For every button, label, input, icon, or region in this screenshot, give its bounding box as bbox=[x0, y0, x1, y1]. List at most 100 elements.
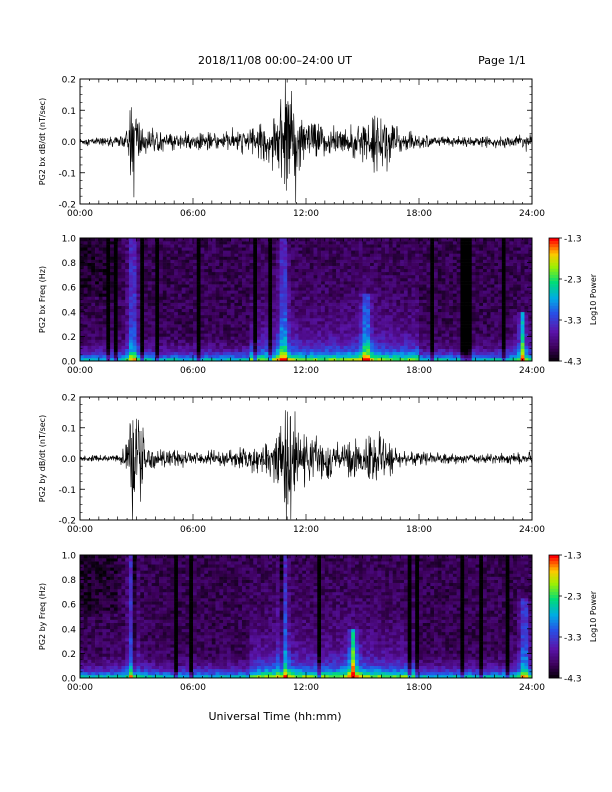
spectrogram-cell bbox=[268, 274, 273, 279]
spectrogram-cell bbox=[479, 281, 484, 285]
spectrogram-cell bbox=[426, 253, 431, 257]
spectrogram-cell bbox=[419, 345, 424, 350]
spectrogram-cell bbox=[385, 259, 390, 263]
spectrogram-cell bbox=[189, 324, 194, 328]
spectrogram-cell bbox=[170, 277, 175, 282]
spectrogram-cell bbox=[388, 259, 393, 263]
spectrogram-cell bbox=[445, 256, 450, 260]
spectrogram-cell bbox=[185, 330, 190, 334]
spectrogram-cell bbox=[117, 244, 122, 248]
spectrogram-cell bbox=[245, 293, 250, 297]
spectrogram-cell bbox=[370, 241, 375, 245]
spectrogram-cell bbox=[193, 345, 198, 350]
spectrogram-cell bbox=[332, 268, 337, 273]
spectrogram-cell bbox=[441, 277, 446, 282]
spectrogram-cell bbox=[351, 250, 356, 254]
spectrogram-cell bbox=[362, 274, 367, 279]
spectrogram-cell bbox=[272, 296, 277, 300]
spectrogram-cell bbox=[354, 262, 360, 266]
spectrogram-cell bbox=[377, 324, 382, 328]
spectrogram-cell bbox=[283, 324, 288, 328]
spectrogram-cell bbox=[403, 327, 408, 331]
spectrogram-cell bbox=[91, 311, 96, 316]
spectrogram-cell bbox=[155, 336, 160, 340]
spectrogram-cell bbox=[125, 342, 130, 346]
spectrogram-cell bbox=[226, 262, 231, 266]
spectrogram-cell bbox=[343, 333, 348, 337]
spectrogram-cell bbox=[445, 311, 450, 316]
spectrogram-cell bbox=[426, 321, 431, 325]
spectrogram-cell bbox=[509, 327, 514, 331]
spectrogram-cell bbox=[343, 354, 348, 359]
spectrogram-cell bbox=[264, 339, 269, 343]
spectrogram-cell bbox=[230, 253, 235, 257]
spectrogram-cell bbox=[483, 296, 488, 300]
spectrogram-cell bbox=[467, 314, 473, 319]
spectrogram-cell bbox=[505, 259, 510, 263]
spectrogram-cell bbox=[283, 311, 288, 316]
spectrogram-cell bbox=[162, 311, 167, 316]
spectrogram-cell bbox=[128, 250, 134, 254]
spectrogram-cell bbox=[189, 293, 194, 297]
spectrogram-cell bbox=[400, 287, 405, 291]
spectrogram-cell bbox=[226, 314, 231, 319]
spectrogram-cell bbox=[260, 339, 265, 343]
spectrogram-cell bbox=[253, 330, 258, 334]
spectrogram-cell bbox=[419, 357, 424, 362]
spectrogram-cell bbox=[524, 238, 529, 242]
spectrogram-cell bbox=[238, 274, 243, 279]
spectrogram-cell bbox=[196, 336, 201, 340]
spectrogram-cell bbox=[117, 311, 122, 316]
spectrogram-cell bbox=[516, 262, 521, 266]
spectrogram-cell bbox=[294, 302, 299, 306]
spectrogram-cell bbox=[464, 336, 469, 340]
spectrogram-cell bbox=[117, 250, 122, 254]
spectrogram-cell bbox=[430, 308, 435, 313]
spectrogram-cell bbox=[407, 330, 412, 334]
spectrogram-cell bbox=[388, 281, 393, 285]
spectrogram-cell bbox=[381, 253, 386, 257]
spectrogram-cell bbox=[211, 296, 216, 300]
spectrogram-cell bbox=[162, 250, 167, 254]
spectrogram-cell bbox=[381, 274, 386, 279]
spectrogram-cell bbox=[471, 277, 476, 282]
spectrogram-cell bbox=[370, 247, 375, 251]
spectrogram-cell bbox=[249, 357, 254, 362]
spectrogram-cell bbox=[245, 348, 250, 353]
spectrogram-cell bbox=[298, 342, 303, 346]
spectrogram-cell bbox=[102, 345, 107, 350]
spectrogram-cell bbox=[490, 274, 495, 279]
spectrogram-cell bbox=[211, 299, 216, 303]
spectrogram-cell bbox=[170, 265, 175, 270]
spectrogram-cell bbox=[339, 284, 344, 288]
spectrogram-cell bbox=[441, 247, 446, 251]
spectrogram-cell bbox=[193, 287, 198, 291]
spectrogram-cell bbox=[381, 299, 386, 303]
spectrogram-cell bbox=[317, 287, 322, 291]
spectrogram-cell bbox=[287, 351, 292, 356]
spectrogram-cell bbox=[483, 256, 488, 260]
spectrogram-cell bbox=[159, 256, 164, 260]
spectrogram-cell bbox=[170, 345, 175, 350]
spectrogram-cell bbox=[91, 330, 96, 334]
spectrogram-cell bbox=[403, 308, 408, 313]
spectrogram-cell bbox=[460, 324, 465, 328]
spectrogram-cell bbox=[445, 336, 450, 340]
spectrogram-cell bbox=[283, 354, 288, 359]
spectrogram-cell bbox=[181, 277, 186, 282]
spectrogram-cell bbox=[272, 317, 277, 322]
spectrogram-cell bbox=[475, 262, 480, 266]
spectrogram-cell bbox=[110, 247, 115, 251]
spectrogram-cell bbox=[238, 321, 243, 325]
spectrogram-cell bbox=[241, 324, 247, 328]
spectrogram-cell bbox=[196, 293, 201, 297]
spectrogram-cell bbox=[362, 339, 367, 343]
spectrogram-cell bbox=[528, 250, 533, 254]
spectrogram-cell bbox=[471, 357, 476, 362]
spectrogram-cell bbox=[317, 241, 322, 245]
spectrogram-cell bbox=[483, 317, 488, 322]
spectrogram-cell bbox=[279, 244, 284, 248]
spectrogram-cell bbox=[449, 305, 454, 310]
spectrogram-cell bbox=[456, 342, 461, 346]
spectrogram-cell bbox=[516, 241, 521, 245]
